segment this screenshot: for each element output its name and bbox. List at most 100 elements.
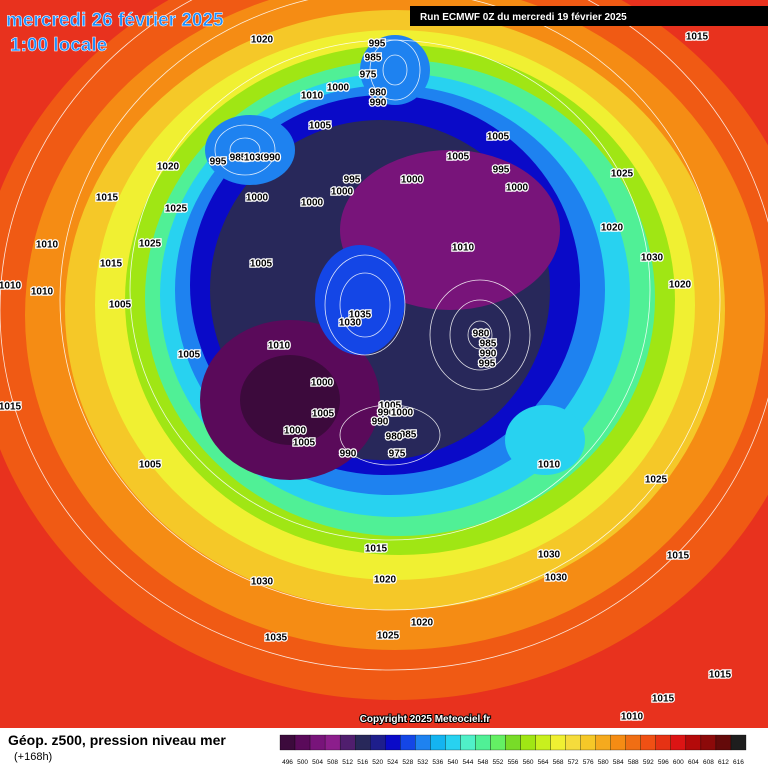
scale-label: 604 bbox=[688, 759, 699, 766]
isobar-label: 1000 bbox=[401, 175, 424, 186]
scale-label: 532 bbox=[417, 759, 428, 766]
color-scale: 496 500 504 508 512 516 520 524 528 532 536 540 544 5… bbox=[279, 734, 747, 766]
scale-label: 592 bbox=[643, 759, 654, 766]
scale-label: 528 bbox=[402, 759, 413, 766]
scale-swatch bbox=[670, 734, 687, 751]
scale-swatch bbox=[415, 734, 431, 751]
isobar-label: 1005 bbox=[109, 300, 132, 311]
scale-label: 576 bbox=[583, 759, 594, 766]
scale-swatch bbox=[430, 734, 446, 751]
isobar-label: 1000 bbox=[311, 378, 334, 389]
scale-swatch bbox=[580, 734, 596, 751]
scale-swatch bbox=[355, 734, 371, 751]
isobar-label: 990 bbox=[370, 98, 387, 109]
scale-swatch bbox=[520, 734, 536, 751]
isobar-label: 1015 bbox=[0, 402, 22, 413]
isobar-label: 980 bbox=[370, 88, 387, 99]
isobar-label: 1035 bbox=[349, 310, 372, 321]
height-field bbox=[0, 0, 768, 700]
isobar-label: 985 bbox=[400, 430, 417, 441]
scale-swatch bbox=[610, 734, 626, 751]
scale-swatch bbox=[400, 734, 416, 751]
isobar-label: 1005 bbox=[379, 401, 402, 412]
isobar-label: 1005 bbox=[139, 460, 162, 471]
isobar-label: 1000 bbox=[284, 426, 307, 437]
scale-swatch bbox=[550, 734, 566, 751]
scale-swatch bbox=[565, 734, 581, 751]
scale-label: 500 bbox=[297, 759, 308, 766]
isobar-label: 1000 bbox=[301, 198, 324, 209]
isobar-label: 1030 bbox=[339, 318, 362, 329]
isobar-label: 1000 bbox=[506, 183, 529, 194]
isobar-label: 1005 bbox=[250, 259, 273, 270]
isobar-label: 1030 bbox=[641, 253, 664, 264]
isobar-label: 1020 bbox=[601, 223, 624, 234]
scale-label: 608 bbox=[703, 759, 714, 766]
isobar-label: 975 bbox=[360, 70, 377, 81]
run-info: Run ECMWF 0Z du mercredi 19 février 2025 bbox=[420, 12, 627, 23]
scale-label: 524 bbox=[387, 759, 398, 766]
scale-swatch bbox=[324, 734, 341, 751]
isobar-label: 1010 bbox=[36, 240, 59, 251]
scale-label: 588 bbox=[628, 759, 639, 766]
isobar-label: 985 bbox=[480, 339, 497, 350]
scale-label: 560 bbox=[523, 759, 534, 766]
isobar-label: 990 bbox=[378, 408, 395, 419]
isobar-label: 995 bbox=[344, 175, 361, 186]
scale-label: 540 bbox=[447, 759, 458, 766]
scale-swatch bbox=[475, 734, 491, 751]
scale-label: 544 bbox=[462, 759, 473, 766]
isobar-label: 995 bbox=[479, 359, 496, 370]
isobar-label: 1020 bbox=[157, 162, 180, 173]
scale-swatch bbox=[445, 734, 461, 751]
isobar-label: 1005 bbox=[293, 438, 316, 449]
scale-swatch bbox=[309, 734, 326, 751]
scale-swatch bbox=[715, 734, 732, 751]
scale-swatch bbox=[595, 734, 611, 751]
isobar-label: 1005 bbox=[487, 132, 510, 143]
isobar-label: 1015 bbox=[100, 259, 123, 270]
scale-swatch bbox=[535, 734, 551, 751]
isobar-label: 1015 bbox=[667, 551, 690, 562]
isobar-label: 980 bbox=[386, 432, 403, 443]
isobar-label: 1010 bbox=[31, 287, 54, 298]
isobar-label: 1000 bbox=[246, 193, 269, 204]
scale-label: 512 bbox=[342, 759, 353, 766]
scale-label: 520 bbox=[372, 759, 383, 766]
scale-label: 616 bbox=[733, 759, 744, 766]
isobar-label: 1000 bbox=[327, 83, 350, 94]
isobar-label: 995 bbox=[369, 39, 386, 50]
scale-swatch bbox=[505, 734, 521, 751]
scale-label: 556 bbox=[508, 759, 519, 766]
isobar-label: 1025 bbox=[165, 204, 188, 215]
scale-swatch bbox=[685, 734, 702, 751]
isobar-label: 1005 bbox=[309, 121, 332, 132]
scale-label: 596 bbox=[658, 759, 669, 766]
scale-label: 612 bbox=[718, 759, 729, 766]
run-box bbox=[410, 6, 768, 26]
scale-label: 504 bbox=[312, 759, 323, 766]
isobar-label: 995 bbox=[210, 157, 227, 168]
isobar-label: 1010 bbox=[621, 712, 644, 723]
isobar-label: 1010 bbox=[301, 91, 324, 102]
isobar-label: 1020 bbox=[669, 280, 692, 291]
scale-swatch bbox=[294, 734, 311, 751]
isobar-label: 985 bbox=[230, 153, 247, 164]
isobar-label: 1015 bbox=[96, 193, 119, 204]
isobar-label: 1025 bbox=[645, 475, 668, 486]
isobar-label: 1030 bbox=[545, 573, 568, 584]
isobar-label: 1020 bbox=[411, 618, 434, 629]
isobar-label: 985 bbox=[365, 53, 382, 64]
isobar-label: 1010 bbox=[538, 460, 561, 471]
isobar-label: 1020 bbox=[251, 35, 274, 46]
scale-swatch bbox=[655, 734, 671, 751]
scale-swatch bbox=[460, 734, 476, 751]
isobar-label: 1010 bbox=[0, 281, 22, 292]
scale-label: 580 bbox=[598, 759, 609, 766]
isobar-label: 1005 bbox=[312, 409, 335, 420]
scale-swatch bbox=[490, 734, 506, 751]
isobar-label: 1015 bbox=[652, 694, 675, 705]
isobar-label: 990 bbox=[372, 417, 389, 428]
scale-swatch bbox=[625, 734, 641, 751]
